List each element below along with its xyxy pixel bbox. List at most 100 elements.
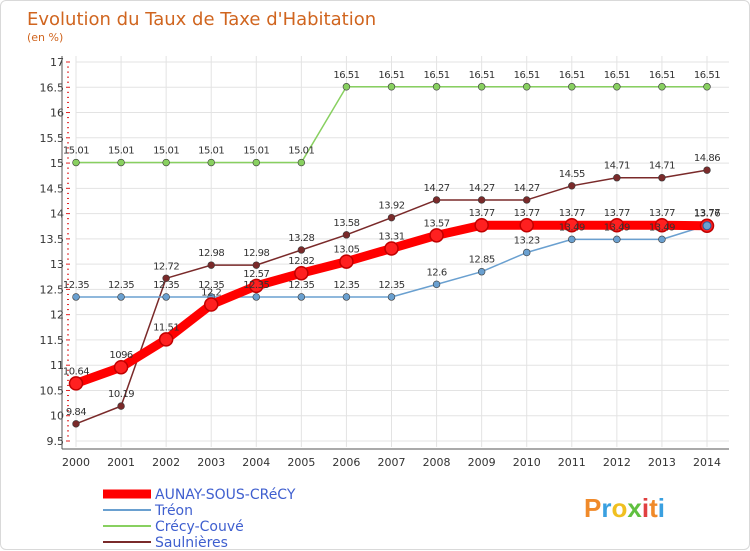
series-layer: [68, 83, 715, 428]
data-point: [158, 332, 174, 347]
y-tick-label: 12.5: [40, 283, 65, 296]
data-point: [249, 278, 264, 294]
data-point: [609, 217, 625, 233]
data-point: [564, 217, 580, 233]
data-point: [113, 359, 129, 375]
data-label: 13.49: [559, 222, 585, 233]
y-tick-label: 16.5: [40, 81, 65, 94]
data-label: 13.77: [649, 208, 675, 219]
data-label: 14.86: [694, 153, 720, 164]
grid: [75, 56, 729, 447]
data-point: [523, 196, 531, 204]
data-point: [72, 158, 80, 167]
data-label: 14.27: [469, 183, 495, 194]
data-label: 10.19: [108, 389, 134, 400]
data-label: 12.35: [198, 280, 224, 291]
x-tick-label: 2001: [107, 456, 135, 469]
data-label: 12.98: [243, 248, 269, 259]
data-point: [384, 241, 399, 256]
data-label: 13.49: [649, 222, 675, 233]
data-label: 15.01: [288, 146, 314, 157]
data-label: 12.35: [63, 280, 89, 291]
data-label: 11.51: [153, 322, 179, 333]
legend: AUNAY-SOUS-CRéCYTréonCrécy-CouvéSaulnièr…: [103, 487, 296, 551]
data-label: 13.77: [694, 208, 720, 219]
data-label: 12.98: [198, 248, 224, 259]
end-marker: [702, 221, 712, 231]
data-point: [474, 217, 489, 233]
legend-label: Crécy-Couvé: [155, 519, 244, 535]
data-point: [658, 83, 666, 91]
data-point: [162, 158, 170, 167]
y-tick-label: 10: [50, 410, 64, 423]
data-label: 15.01: [198, 146, 224, 157]
data-point: [207, 261, 215, 269]
data-labels: 10.64 1096 11.51 12.2 12.57 12.82 13.05 13.31 13…: [63, 70, 721, 418]
data-point: [523, 83, 531, 91]
data-point: [207, 158, 215, 167]
data-label: 13.28: [288, 233, 314, 244]
y-tick-label: 14: [50, 208, 64, 221]
x-tick-label: 2011: [558, 456, 586, 469]
data-label: 12.35: [108, 280, 134, 291]
data-label: 13.05: [333, 245, 359, 256]
data-point: [72, 420, 80, 428]
data-point: [568, 182, 576, 190]
data-point: [297, 158, 306, 167]
legend-label: Saulnières: [155, 535, 228, 551]
y-tick-label: 10.5: [40, 384, 65, 397]
data-point: [429, 228, 444, 243]
data-point: [703, 166, 711, 174]
data-point: [117, 158, 125, 167]
x-tick-label: 2008: [423, 456, 451, 469]
chart-subtitle: (en %): [27, 31, 63, 44]
y-tick-label: 16: [50, 107, 64, 120]
proxiti-logo: Proxiti: [584, 493, 665, 523]
data-label: 12.85: [469, 255, 495, 266]
data-label: 16.51: [514, 70, 540, 81]
data-point: [387, 83, 396, 91]
x-tick-label: 2002: [152, 456, 180, 469]
data-label: 16.51: [333, 70, 359, 81]
data-label: 13.31: [378, 231, 404, 242]
data-label: 16.51: [469, 70, 495, 81]
x-tick-label: 2003: [197, 456, 225, 469]
x-tick-label: 2007: [378, 456, 406, 469]
data-point: [613, 235, 621, 244]
data-label: 12.6: [426, 267, 446, 278]
x-tick-label: 2000: [62, 456, 90, 469]
x-tick-label: 2005: [287, 456, 315, 469]
data-point: [162, 293, 170, 301]
x-tick-label: 2009: [468, 456, 496, 469]
axes: 9.51010.51111.51212.51313.51414.51515.51…: [40, 56, 729, 469]
data-label: 12.35: [333, 280, 359, 291]
data-point: [387, 293, 396, 301]
data-point: [519, 217, 534, 233]
data-point: [117, 402, 125, 410]
data-point: [252, 293, 260, 301]
data-label: 13.23: [514, 236, 540, 247]
data-point: [339, 254, 354, 269]
data-point: [432, 280, 441, 289]
data-point: [117, 293, 125, 301]
data-point: [342, 231, 351, 239]
data-point: [252, 158, 260, 167]
data-label: 12.35: [153, 280, 179, 291]
data-point: [523, 248, 531, 257]
data-label: 13.57: [424, 218, 450, 229]
x-tick-label: 2004: [242, 456, 270, 469]
data-label: 14.71: [604, 161, 630, 172]
data-point: [297, 293, 306, 301]
data-label: 13.77: [514, 208, 540, 219]
data-label: 13.92: [378, 201, 404, 212]
data-point: [568, 235, 576, 244]
data-point: [613, 174, 621, 182]
data-point: [658, 174, 666, 182]
x-tick-label: 2010: [513, 456, 541, 469]
data-point: [342, 83, 351, 91]
data-point: [72, 293, 80, 301]
data-point: [477, 83, 486, 91]
data-point: [387, 213, 396, 222]
x-tick-label: 2006: [332, 456, 360, 469]
